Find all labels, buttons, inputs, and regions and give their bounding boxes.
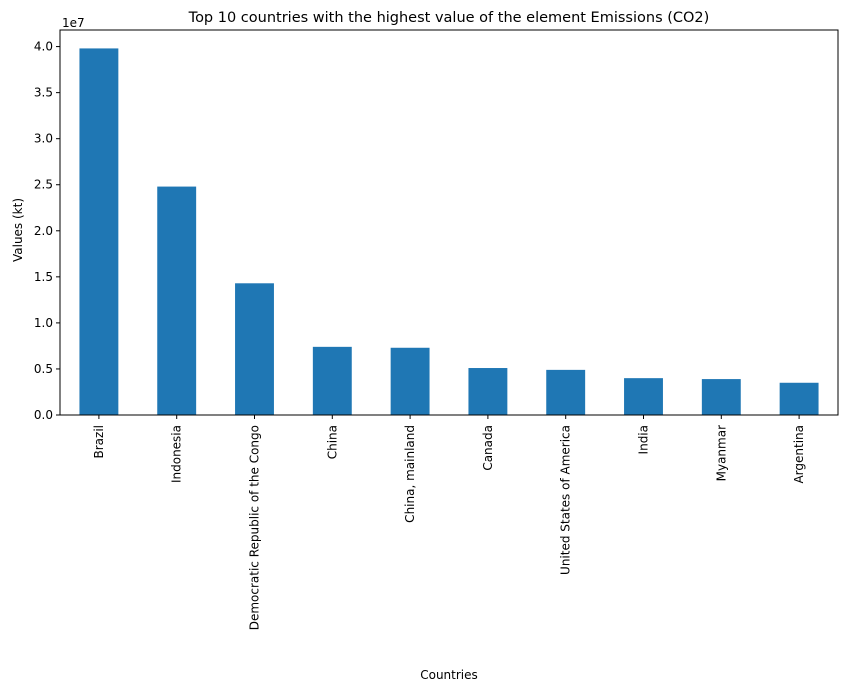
bar — [157, 186, 197, 415]
bar — [779, 382, 819, 415]
y-tick-label: 1.5 — [34, 270, 53, 284]
x-tick-label: China — [325, 425, 339, 459]
bar — [79, 48, 119, 415]
y-tick-label: 3.5 — [34, 86, 53, 100]
x-tick-label: Argentina — [792, 425, 806, 484]
x-tick-label: Indonesia — [170, 425, 184, 483]
plot-area-frame — [59, 29, 839, 416]
x-tick-label: India — [637, 425, 651, 454]
y-tick-label: 0.0 — [34, 408, 53, 422]
x-tick-label: Canada — [481, 425, 495, 471]
y-tick-label: 3.0 — [34, 132, 53, 146]
bar — [701, 379, 741, 415]
bar — [312, 346, 352, 415]
y-tick-label: 1.0 — [34, 316, 53, 330]
y-axis: 0.0 0.5 1.0 1.5 2.0 2.5 3.0 3.5 4.0 — [34, 40, 60, 422]
bar — [468, 368, 508, 415]
y-axis-offset-label: 1e7 — [62, 16, 85, 30]
chart-title: Top 10 countries with the highest value … — [188, 10, 710, 26]
bar — [546, 369, 586, 415]
y-axis-label: Values (kt) — [11, 198, 25, 262]
x-tick-label: Brazil — [92, 425, 106, 459]
x-tick-label: Myanmar — [714, 425, 728, 481]
y-tick-label: 2.0 — [34, 224, 53, 238]
x-axis-label: Countries — [420, 668, 478, 682]
bar — [624, 378, 663, 415]
bar — [390, 347, 430, 415]
y-tick-label: 4.0 — [34, 40, 53, 54]
x-tick-label: China, mainland — [403, 425, 417, 523]
bar — [235, 283, 274, 415]
x-axis: Brazil Indonesia Democratic Republic of th… — [92, 415, 806, 630]
y-tick-label: 2.5 — [34, 178, 53, 192]
x-tick-label: United States of America — [559, 425, 573, 575]
y-tick-label: 0.5 — [34, 362, 53, 376]
x-tick-label: Democratic Republic of the Congo — [248, 425, 262, 630]
bars-group — [79, 48, 819, 415]
